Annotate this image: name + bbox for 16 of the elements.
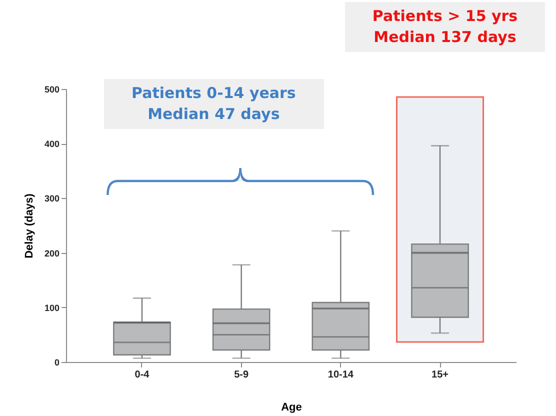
y-tick-label: 200 [44,248,60,258]
y-tick-label: 300 [44,194,60,204]
x-tick-label: 15+ [432,370,449,380]
annotation: Median 47 days [146,104,281,125]
text-panel: Patients > 15 yrs Median 137 days [345,2,545,52]
x-axis-title: Age [281,402,302,414]
text-panel: Patients 0-14 years Median 47 days [104,79,324,129]
x-tick-label: 10-14 [328,370,354,380]
y-tick-label: 100 [44,302,60,313]
y-axis-title: Delay (days) [23,193,36,258]
y-tick-label: 0 [54,358,60,368]
y-tick-label: 400 [44,139,60,150]
x-tick-label: 5-9 [234,370,249,380]
y-tick-label: 500 [44,84,60,94]
x-tick-label: 0-4 [134,370,150,380]
annotation: Patients 0-14 years [130,83,297,104]
